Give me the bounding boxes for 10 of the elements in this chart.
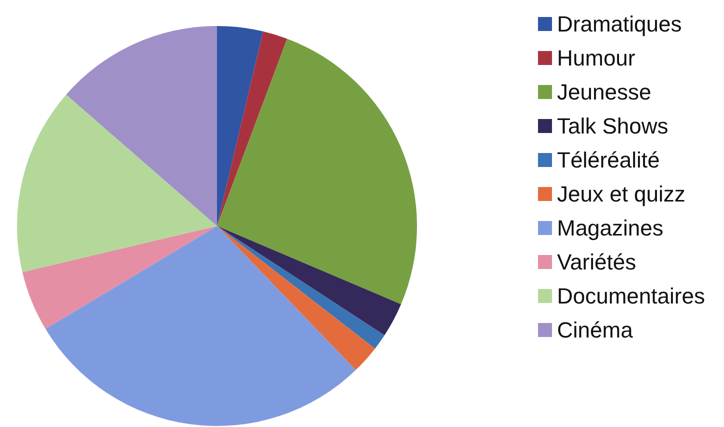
legend-label: Magazines bbox=[557, 216, 664, 240]
legend-label: Jeux et quizz bbox=[557, 182, 686, 206]
legend-label: Jeunesse bbox=[557, 80, 652, 104]
legend-label: Cinéma bbox=[557, 318, 634, 342]
legend-label: Dramatiques bbox=[557, 12, 682, 36]
legend-label: Téléréalité bbox=[557, 148, 660, 172]
legend-label: Humour bbox=[557, 46, 636, 70]
legend-label: Talk Shows bbox=[557, 114, 668, 138]
legend-label: Variétés bbox=[557, 250, 636, 274]
legend-label: Documentaires bbox=[557, 284, 705, 308]
